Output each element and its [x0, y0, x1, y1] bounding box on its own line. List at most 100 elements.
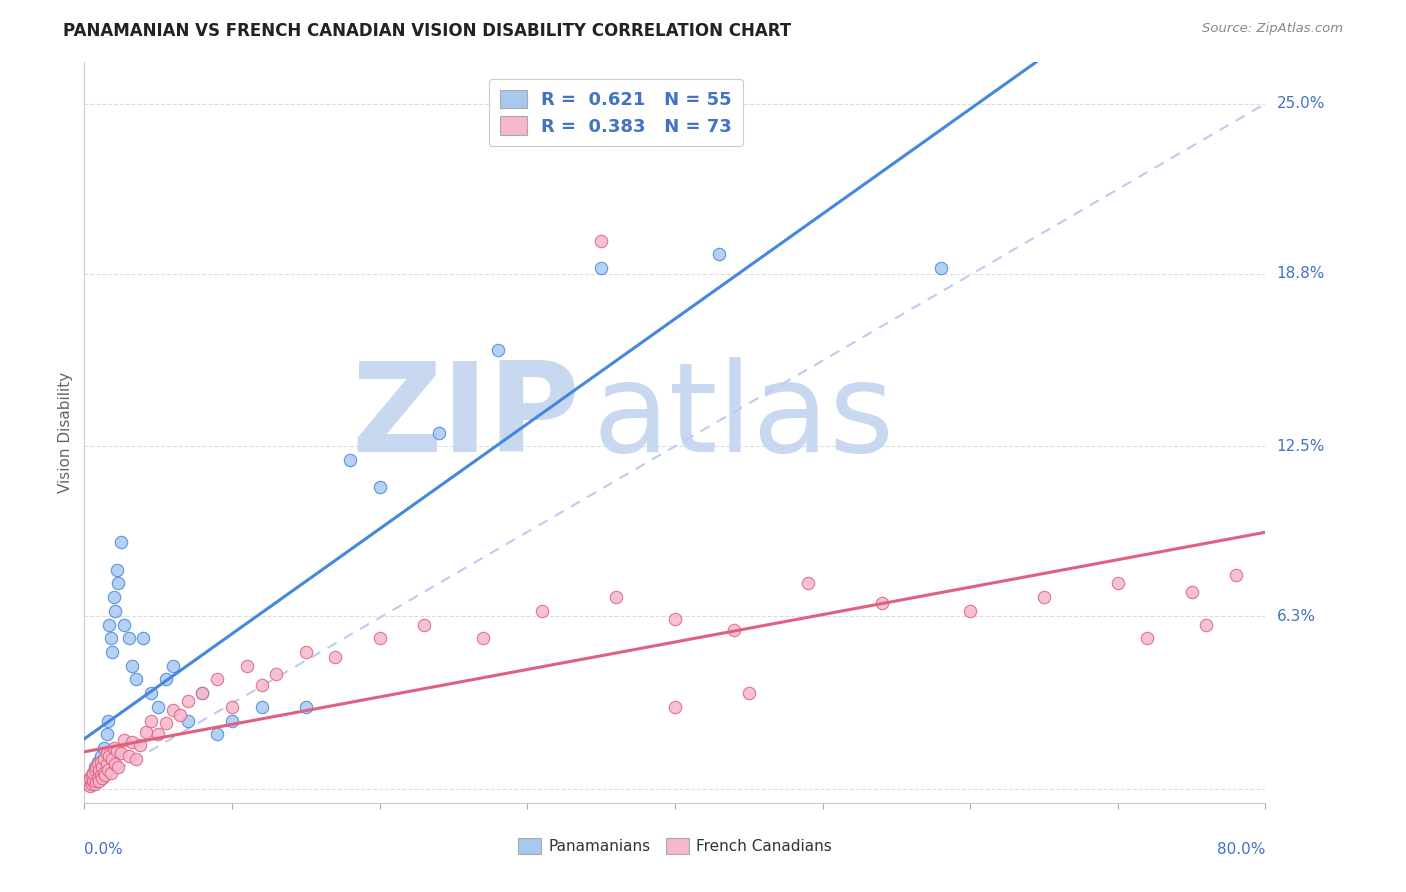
- Point: [110, 747, 132, 761]
- Text: 25.0%: 25.0%: [1277, 96, 1324, 112]
- Point: [79, 771, 101, 785]
- Point: [90, 755, 112, 769]
- Point: [325, 650, 347, 665]
- Point: [94, 760, 117, 774]
- Point: [207, 673, 229, 687]
- Point: [96, 749, 118, 764]
- Point: [86, 771, 108, 785]
- Point: [169, 708, 191, 723]
- Point: [250, 678, 273, 692]
- Point: [77, 776, 100, 790]
- Y-axis label: Vision Disability: Vision Disability: [58, 372, 73, 493]
- Point: [93, 741, 115, 756]
- Text: 80.0%: 80.0%: [1218, 842, 1265, 856]
- Point: [797, 576, 820, 591]
- Point: [79, 771, 101, 785]
- Point: [97, 714, 120, 728]
- Point: [112, 617, 135, 632]
- Point: [87, 763, 111, 777]
- Point: [83, 776, 105, 790]
- Point: [135, 724, 157, 739]
- Point: [531, 604, 554, 618]
- Point: [664, 699, 686, 714]
- Point: [738, 686, 761, 700]
- Point: [929, 261, 952, 276]
- Point: [112, 732, 135, 747]
- Point: [221, 714, 243, 728]
- Point: [82, 773, 104, 788]
- Point: [723, 623, 745, 637]
- Point: [591, 261, 613, 276]
- Point: [83, 771, 105, 785]
- Point: [105, 563, 128, 577]
- Point: [76, 776, 98, 790]
- Point: [93, 752, 115, 766]
- Point: [96, 727, 118, 741]
- Point: [86, 757, 108, 772]
- Point: [177, 694, 200, 708]
- Point: [118, 749, 141, 764]
- Point: [339, 453, 361, 467]
- Point: [125, 752, 148, 766]
- Point: [295, 645, 318, 659]
- Point: [80, 768, 103, 782]
- Point: [236, 658, 259, 673]
- Point: [82, 773, 104, 788]
- Point: [368, 632, 391, 646]
- Point: [80, 768, 103, 782]
- Point: [486, 343, 509, 358]
- Point: [100, 765, 122, 780]
- Point: [207, 727, 229, 741]
- Point: [368, 480, 391, 494]
- Point: [1181, 584, 1204, 599]
- Point: [191, 686, 214, 700]
- Point: [91, 771, 114, 785]
- Point: [413, 617, 436, 632]
- Point: [162, 658, 184, 673]
- Point: [1225, 568, 1247, 582]
- Point: [96, 757, 118, 772]
- Point: [664, 612, 686, 626]
- Point: [101, 752, 124, 766]
- Point: [121, 735, 143, 749]
- Point: [177, 714, 200, 728]
- Point: [104, 604, 127, 618]
- Point: [84, 763, 107, 777]
- Point: [132, 632, 155, 646]
- Point: [870, 596, 893, 610]
- Point: [103, 741, 125, 756]
- Point: [84, 773, 107, 788]
- Point: [121, 658, 143, 673]
- Text: PANAMANIAN VS FRENCH CANADIAN VISION DISABILITY CORRELATION CHART: PANAMANIAN VS FRENCH CANADIAN VISION DIS…: [63, 22, 792, 40]
- Text: atlas: atlas: [592, 358, 894, 478]
- Point: [76, 773, 98, 788]
- Point: [605, 590, 627, 604]
- Point: [1033, 590, 1056, 604]
- Point: [100, 632, 122, 646]
- Text: 12.5%: 12.5%: [1277, 439, 1324, 454]
- Point: [98, 749, 121, 764]
- Point: [105, 744, 128, 758]
- Point: [90, 765, 112, 780]
- Point: [107, 760, 129, 774]
- Point: [155, 716, 177, 731]
- Text: 0.0%: 0.0%: [84, 842, 124, 856]
- Point: [118, 632, 141, 646]
- Point: [472, 632, 495, 646]
- Point: [155, 673, 177, 687]
- Point: [959, 604, 981, 618]
- Point: [91, 760, 114, 774]
- Point: [84, 760, 107, 774]
- Point: [91, 771, 114, 785]
- Point: [90, 768, 112, 782]
- Point: [86, 755, 108, 769]
- Point: [80, 776, 103, 790]
- Point: [90, 749, 112, 764]
- Point: [266, 667, 288, 681]
- Point: [96, 747, 118, 761]
- Point: [101, 645, 124, 659]
- Point: [77, 773, 100, 788]
- Point: [191, 686, 214, 700]
- Point: [79, 780, 101, 794]
- Point: [86, 768, 108, 782]
